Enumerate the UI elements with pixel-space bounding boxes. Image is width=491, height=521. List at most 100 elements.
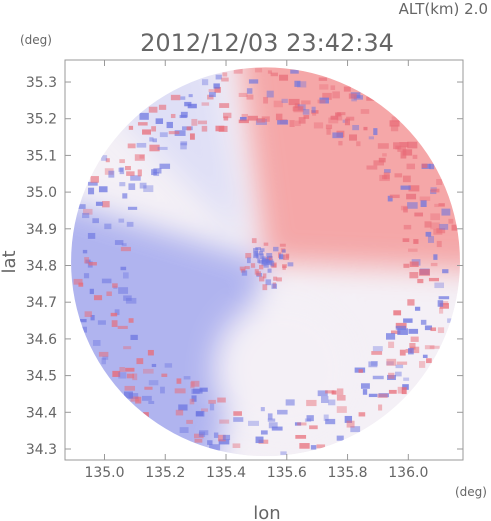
speckle-cell xyxy=(430,327,437,332)
speckle-cell xyxy=(428,277,440,282)
speckle-cell xyxy=(127,143,136,149)
speckle-cell xyxy=(309,425,318,430)
speckle-cell xyxy=(424,221,432,228)
speckle-cell xyxy=(110,312,118,317)
speckle-cell xyxy=(180,111,188,118)
speckle-cell xyxy=(119,367,125,372)
speckle-cell xyxy=(198,430,209,436)
speckle-cell xyxy=(126,171,135,176)
speckle-cell xyxy=(434,203,439,208)
speckle-cell xyxy=(403,377,410,381)
speckle-cell xyxy=(201,79,209,86)
speckle-cell xyxy=(439,303,449,309)
speckle-cell xyxy=(78,282,84,287)
speckle-cell xyxy=(302,109,310,115)
speckle-cell xyxy=(139,112,149,120)
speckle-cell xyxy=(377,393,388,398)
speckle-cell xyxy=(149,137,154,142)
speckle-cell xyxy=(306,415,314,422)
center-speckle xyxy=(258,251,264,256)
speckle-cell xyxy=(198,431,206,438)
speckle-cell xyxy=(414,306,421,311)
speckle-cell xyxy=(213,83,220,89)
speckle-cell xyxy=(270,72,278,77)
speckle-cell xyxy=(393,310,402,316)
speckle-cell xyxy=(73,278,83,285)
speckle-cell xyxy=(451,224,460,231)
speckle-cell xyxy=(378,404,383,411)
speckle-cell xyxy=(390,125,399,132)
speckle-cell xyxy=(248,79,259,84)
speckle-cell xyxy=(289,120,295,127)
speckle-cell xyxy=(429,163,435,170)
speckle-cell xyxy=(84,257,90,264)
speckle-cell xyxy=(213,432,219,438)
speckle-cell xyxy=(128,393,139,399)
speckle-cell xyxy=(430,188,440,193)
speckle-cell xyxy=(209,92,216,98)
center-speckle xyxy=(259,253,264,260)
speckle-cell xyxy=(372,375,384,380)
speckle-cell xyxy=(422,354,428,359)
speckle-cell xyxy=(118,372,127,379)
speckle-cell xyxy=(301,100,311,105)
speckle-cell xyxy=(297,81,307,88)
center-speckle xyxy=(253,253,259,259)
speckle-cell xyxy=(313,122,324,129)
speckle-cell xyxy=(280,451,287,455)
speckle-cell xyxy=(297,422,307,426)
speckle-cell xyxy=(388,341,395,349)
speckle-cell xyxy=(124,385,136,391)
speckle-cell xyxy=(299,443,310,449)
speckle-cell xyxy=(179,427,189,433)
speckle-cell xyxy=(223,112,232,119)
speckle-cell xyxy=(159,132,168,138)
speckle-cell xyxy=(112,370,121,377)
speckle-cell xyxy=(275,113,283,121)
speckle-cell xyxy=(414,212,424,217)
speckle-cell xyxy=(321,396,329,404)
speckle-cell xyxy=(337,112,346,116)
speckle-cell xyxy=(123,295,132,301)
speckle-cell xyxy=(201,125,208,132)
speckle-cell xyxy=(372,346,383,352)
speckle-cell xyxy=(371,361,378,366)
speckle-cell xyxy=(362,389,368,395)
speckle-cell xyxy=(424,345,435,350)
speckle-cell xyxy=(232,443,241,448)
center-speckle xyxy=(267,259,274,263)
y-axis-title: lat xyxy=(0,250,20,273)
speckle-cell xyxy=(399,142,409,148)
speckle-cell xyxy=(360,383,370,389)
speckle-cell xyxy=(207,94,214,100)
center-speckle xyxy=(261,259,266,265)
speckle-cell xyxy=(383,172,390,180)
speckle-cell xyxy=(155,118,164,124)
speckle-cell xyxy=(266,90,274,98)
speckle-cell xyxy=(180,96,186,100)
x-tick-label: 136.0 xyxy=(388,465,428,481)
speckle-cell xyxy=(267,418,276,422)
speckle-cell xyxy=(407,141,418,149)
speckle-cell xyxy=(136,142,147,148)
speckle-cell xyxy=(130,175,141,181)
speckle-cell xyxy=(128,318,134,323)
speckle-cell xyxy=(328,117,339,124)
speckle-cell xyxy=(238,92,248,97)
speckle-cell xyxy=(144,386,153,390)
chart-title: 2012/12/03 23:42:34 xyxy=(140,29,394,57)
speckle-cell xyxy=(439,308,444,314)
speckle-cell xyxy=(157,146,168,150)
speckle-cell xyxy=(419,361,426,368)
speckle-cell xyxy=(170,94,181,101)
speckle-cell xyxy=(101,155,108,161)
x-axis-title: lon xyxy=(253,503,280,521)
speckle-cell xyxy=(108,170,115,178)
speckle-cell xyxy=(281,98,288,103)
y-tick-label: 34.8 xyxy=(26,259,57,275)
speckle-cell xyxy=(193,433,204,439)
speckle-cell xyxy=(318,77,328,81)
center-speckle xyxy=(253,248,259,254)
speckle-cell xyxy=(402,149,413,156)
speckle-cell xyxy=(197,120,208,125)
